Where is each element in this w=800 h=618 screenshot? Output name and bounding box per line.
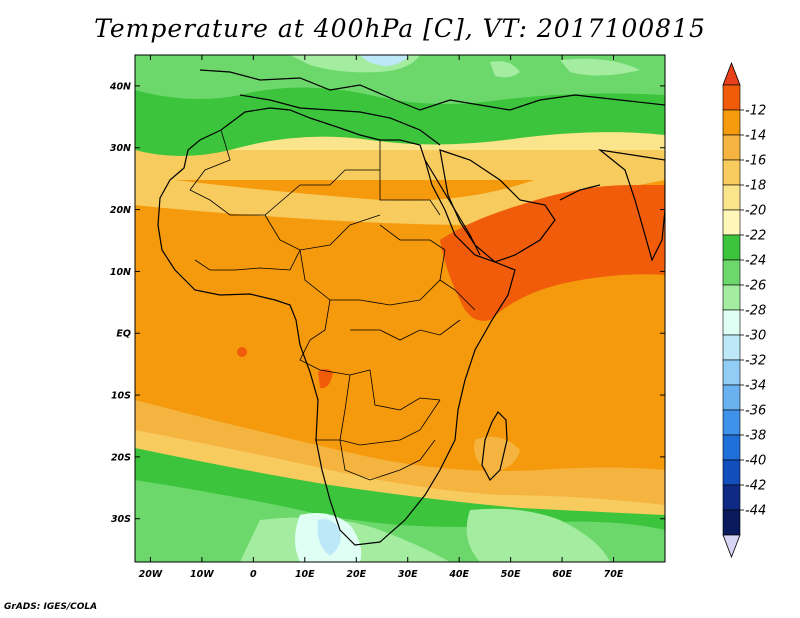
lat-tick-label: 40N <box>109 81 131 92</box>
lon-tick-label: 20W <box>139 569 163 580</box>
colorbar-label: -22 <box>745 229 766 244</box>
colorbar-swatch <box>722 509 741 536</box>
latitude-axis: 40N 30N 20N 10N EQ 10S 20S 30S <box>109 81 665 525</box>
longitude-axis: 20W 10W 0 10E 20E 30E 40E 50E 60E 70E <box>139 55 624 580</box>
colorbar-label: -30 <box>745 329 766 344</box>
lon-tick-label: 10E <box>295 569 315 580</box>
colorbar-swatch <box>722 284 741 311</box>
lat-tick-label: 20N <box>110 205 131 216</box>
colorbar-swatch <box>722 209 741 236</box>
colorbar-label: -20 <box>745 204 766 219</box>
lon-tick-label: 0 <box>250 569 257 580</box>
colorbar-label: -44 <box>745 504 766 519</box>
lon-tick-label: 10W <box>190 569 214 580</box>
coastlines <box>157 69 665 546</box>
colorbar-label: -42 <box>745 479 766 494</box>
colorbar-swatch <box>722 409 741 436</box>
lon-tick-label: 20E <box>346 569 366 580</box>
colorbar-bottom-triangle <box>722 534 741 559</box>
country-borders <box>189 129 476 481</box>
colorbar-label: -28 <box>745 304 766 319</box>
lon-tick-label: 30E <box>398 569 418 580</box>
colorbar-top-triangle <box>722 61 741 86</box>
colorbar-swatch <box>722 84 741 111</box>
lat-tick-label: 20S <box>111 452 131 463</box>
colorbar-swatch <box>722 109 741 136</box>
colorbar-label: -24 <box>745 254 766 269</box>
colorbar-swatch <box>722 384 741 411</box>
colorbar-swatch <box>722 184 741 211</box>
colorbar-swatch <box>722 484 741 511</box>
colorbar-swatch <box>722 459 741 486</box>
credit-text: GrADS: IGES/COLA <box>4 602 98 612</box>
lon-tick-label: 60E <box>552 569 572 580</box>
colorbar-swatch <box>722 334 741 361</box>
colorbar-label: -12 <box>745 104 766 119</box>
colorbar-label: -36 <box>745 404 766 419</box>
lon-tick-label: 50E <box>501 569 521 580</box>
colorbar: -12 -14 -16 -18 -20 -22 -24 -26 -28 -30 -32 -34 -36 -… <box>722 61 766 559</box>
colorbar-swatch <box>722 134 741 161</box>
colorbar-label: -14 <box>745 129 766 144</box>
colorbar-label: -38 <box>745 429 766 444</box>
lat-tick-label: EQ <box>116 329 131 340</box>
colorbar-label: -16 <box>745 154 766 169</box>
colorbar-label: -34 <box>745 379 766 394</box>
lat-tick-label: 30S <box>111 514 131 525</box>
colorbar-swatch <box>722 359 741 386</box>
lon-tick-label: 70E <box>604 569 624 580</box>
lat-tick-label: 10S <box>111 391 131 402</box>
lat-tick-label: 30N <box>110 143 131 154</box>
colorbar-swatch <box>722 259 741 286</box>
colorbar-label: -32 <box>745 354 766 369</box>
colorbar-label: -18 <box>745 179 766 194</box>
map-title: Temperature at 400hPa [C], VT: 201710081… <box>94 14 706 43</box>
lat-tick-label: 10N <box>110 267 131 278</box>
colorbar-label: -26 <box>745 279 766 294</box>
colorbar-swatch <box>722 159 741 186</box>
lon-tick-label: 40E <box>448 569 469 580</box>
colorbar-swatch <box>722 434 741 461</box>
map-frame <box>134 54 666 563</box>
colorbar-swatch <box>722 234 741 261</box>
colorbar-label: -40 <box>745 454 766 469</box>
colorbar-swatch <box>722 309 741 336</box>
temperature-field <box>135 55 665 562</box>
